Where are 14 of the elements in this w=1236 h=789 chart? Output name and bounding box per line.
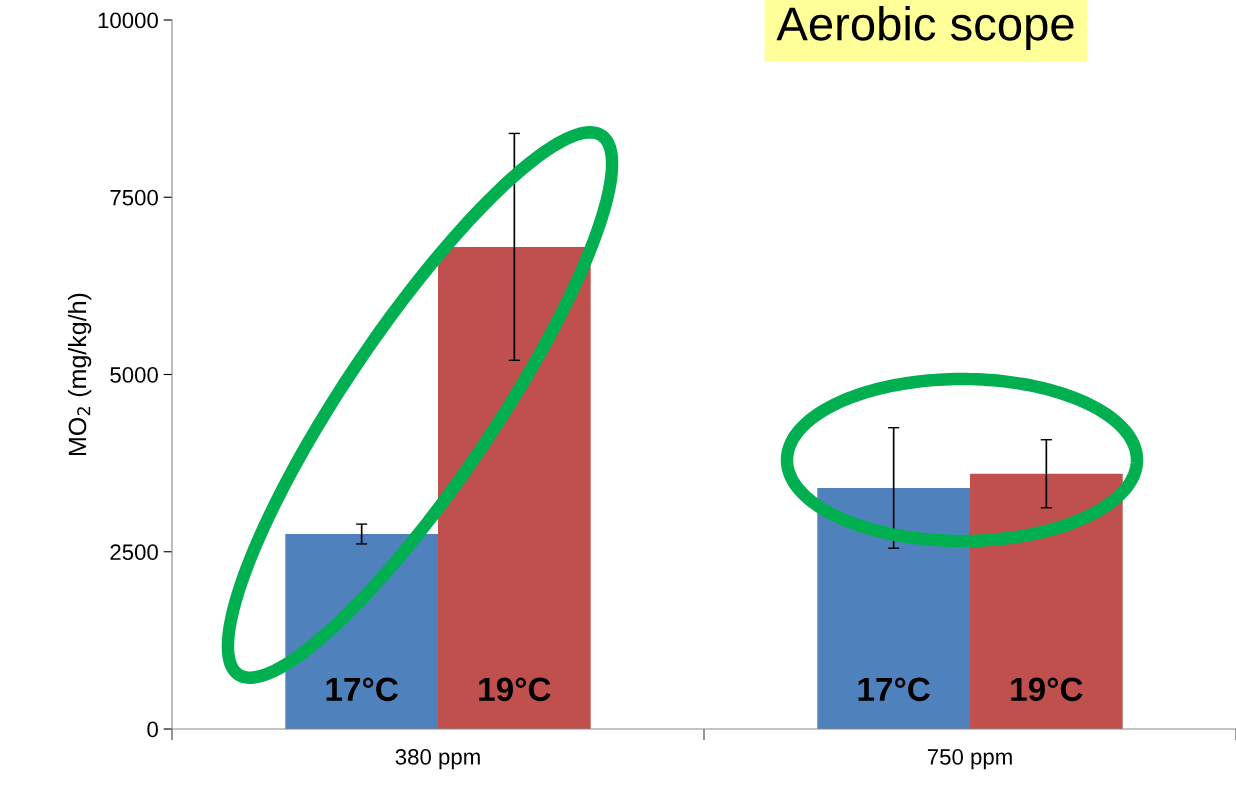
- y-tick-label: 7500: [110, 189, 158, 206]
- bar: [285, 534, 438, 729]
- x-tick-label: 750 ppm: [927, 749, 1012, 770]
- y-tick-label: 5000: [110, 367, 158, 383]
- y-axis-title: MO$_{2}$ (mg/kg/h): [67, 293, 92, 455]
- text: 19°C: [1011, 677, 1083, 702]
- text: 17°C: [858, 677, 930, 702]
- series-label: 19°C: [479, 677, 551, 702]
- y-tick-label: 0: [147, 721, 158, 738]
- chart-title: Aerobic scope: [776, 5, 1074, 51]
- y-tick-label: 2500: [110, 544, 158, 561]
- x-tick-label: 380 ppm: [395, 749, 480, 770]
- series-label: 17°C: [326, 677, 398, 702]
- y-tick-label: 10000: [98, 12, 158, 29]
